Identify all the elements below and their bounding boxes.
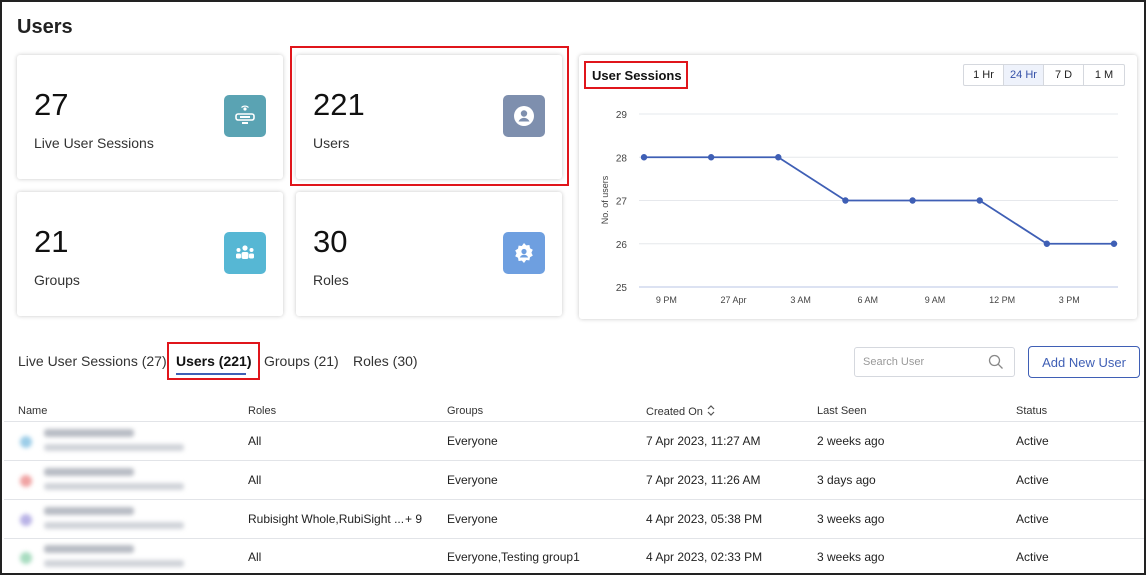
user-sessions-chart-card [579,55,1137,319]
status-cell: Active [1016,473,1049,487]
row-divider [4,499,1144,500]
created-on-cell: 4 Apr 2023, 02:33 PM [646,550,763,564]
stat-card-roles[interactable]: 30 Roles [296,192,562,316]
user-icon [503,95,545,137]
avatar [20,475,32,487]
column-header-last-seen: Last Seen [817,405,867,417]
groups-cell: Everyone,Testing group1 [447,550,580,564]
range-1hr-button[interactable]: 1 Hr [964,65,1004,85]
status-cell: Active [1016,512,1049,526]
tab-users[interactable]: Users (221) [176,353,252,369]
sort-icon[interactable] [707,405,715,419]
stat-value: 221 [313,87,365,122]
user-name-cell [18,541,198,573]
column-header-label: Created On [646,406,703,418]
last-seen-cell: 2 weeks ago [817,434,885,448]
avatar [20,514,32,526]
stat-card-groups[interactable]: 21 Groups [17,192,283,316]
redacted-name [44,545,134,553]
redacted-email [44,483,184,490]
created-on-cell: 7 Apr 2023, 11:26 AM [646,473,761,487]
status-cell: Active [1016,550,1049,564]
stat-label: Live User Sessions [34,135,154,151]
stat-value: 21 [34,224,69,259]
time-range-selector: 1 Hr 24 Hr 7 D 1 M [963,64,1125,86]
created-on-cell: 4 Apr 2023, 05:38 PM [646,512,763,526]
redacted-name [44,429,134,437]
group-icon [224,232,266,274]
highlight-chart-title [584,61,688,89]
stat-card-live-sessions[interactable]: 27 Live User Sessions [17,55,283,179]
user-name-cell [18,503,198,537]
stat-label: Groups [34,272,80,288]
row-divider [4,460,1144,461]
created-on-cell: 7 Apr 2023, 11:27 AM [646,434,761,448]
search-icon[interactable] [988,354,1004,375]
live-session-icon [224,95,266,137]
last-seen-cell: 3 weeks ago [817,550,885,564]
column-header-created-on[interactable]: Created On [646,405,715,419]
status-cell: Active [1016,434,1049,448]
header-divider [4,421,1144,422]
redacted-email [44,522,184,529]
role-icon [503,232,545,274]
roles-more-badge[interactable]: + 9 [405,512,423,526]
tab-live-user-sessions[interactable]: Live User Sessions (27) [18,353,167,369]
column-header-roles: Roles [248,405,277,417]
avatar [20,552,32,564]
redacted-email [44,444,184,451]
column-header-groups: Groups [447,405,484,417]
avatar [20,436,32,448]
range-7d-button[interactable]: 7 D [1044,65,1084,85]
tab-roles[interactable]: Roles (30) [353,353,418,369]
redacted-name [44,468,134,476]
range-24hr-button[interactable]: 24 Hr [1004,65,1044,85]
row-divider [4,538,1144,539]
stat-value: 27 [34,87,69,122]
groups-cell: Everyone [447,512,498,526]
user-name-cell [18,425,198,459]
search-box [854,347,1015,377]
column-header-name: Name [18,405,48,417]
user-name-cell [18,464,198,498]
chart-title: User Sessions [592,68,682,83]
column-header-status: Status [1016,405,1048,417]
stat-label: Roles [313,272,349,288]
roles-cell: All [248,473,262,487]
highlight-users-card [290,46,569,186]
last-seen-cell: 3 weeks ago [817,512,885,526]
roles-cell: Rubisight Whole,RubiSight ... [248,512,405,526]
stat-value: 30 [313,224,348,259]
redacted-email [44,560,184,567]
stat-label: Users [313,135,350,151]
stat-card-users[interactable]: 221 Users [296,55,562,179]
add-new-user-button[interactable]: Add New User [1028,346,1140,378]
highlight-users-tab [167,342,260,380]
last-seen-cell: 3 days ago [817,473,876,487]
search-input[interactable] [863,352,983,372]
active-tab-indicator [176,373,246,375]
redacted-name [44,507,134,515]
groups-cell: Everyone [447,473,498,487]
tab-groups[interactable]: Groups (21) [264,353,339,369]
roles-cell: All [248,550,262,564]
range-1m-button[interactable]: 1 M [1094,69,1114,81]
roles-cell: All [248,434,262,448]
page-title: Users [17,16,73,38]
groups-cell: Everyone [447,434,498,448]
